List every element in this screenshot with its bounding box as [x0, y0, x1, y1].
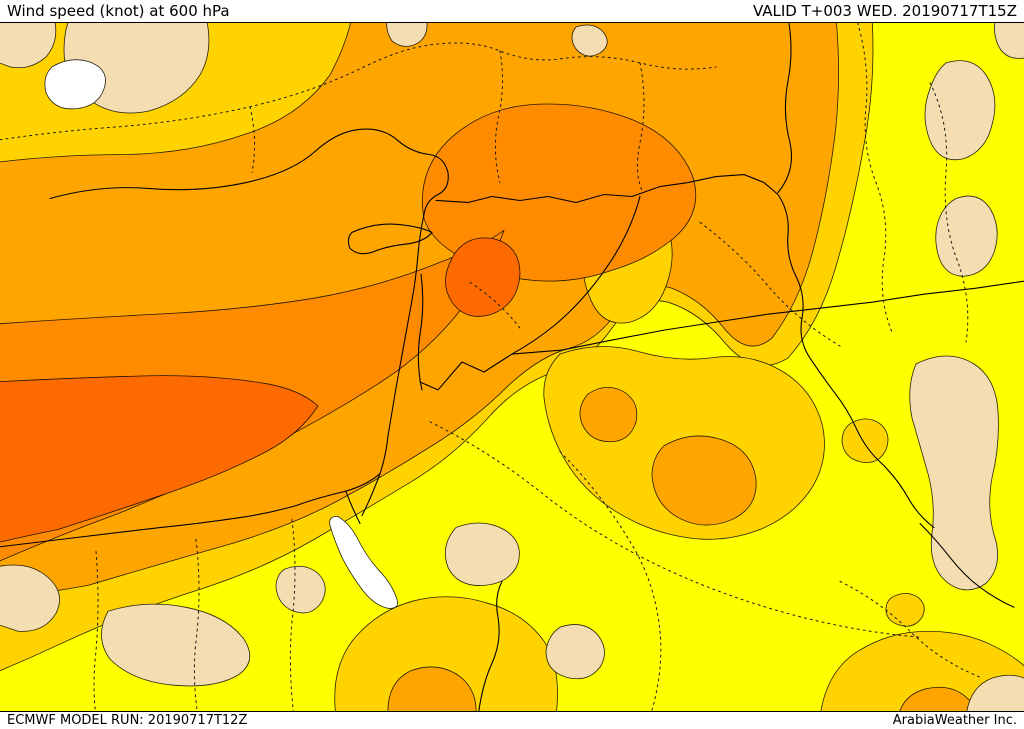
contour-deep-orange-blob	[445, 237, 521, 317]
dotted-syria-jordan	[469, 281, 521, 329]
contour-gold-spot-2	[885, 592, 925, 627]
country-borders	[0, 23, 1024, 711]
gulf-of-suez	[329, 516, 398, 609]
dotted-egypt	[93, 519, 296, 711]
coastline-persian-gulf	[919, 522, 1015, 608]
cream-centre-1	[444, 522, 520, 586]
cream-centre-2	[545, 624, 605, 680]
dotted-iran	[857, 23, 969, 343]
valid-time-label: VALID T+003 WED. 20190717T15Z	[752, 2, 1017, 20]
dotted-saudi	[429, 421, 921, 711]
contour-gold-spot-1	[841, 418, 889, 463]
coastline-mediterranean	[0, 128, 449, 548]
dotted-turkey	[0, 42, 717, 141]
cream-bottom-left-2	[101, 603, 251, 687]
contour-orange-blob-1	[651, 435, 757, 526]
cream-top-right-2	[935, 195, 998, 277]
border-iraq-saudi	[511, 280, 1024, 355]
page-title: Wind speed (knot) at 600 hPa	[7, 2, 230, 20]
border-iran-north	[777, 23, 793, 194]
border-jordan-saudi	[419, 353, 513, 391]
cream-top-left-corner	[0, 23, 57, 69]
dotted-iraq	[699, 221, 841, 347]
model-run-label: ECMWF MODEL RUN: 20190717T12Z	[7, 713, 248, 728]
wind-speed-contour-svg	[0, 23, 1024, 711]
river-nile	[478, 580, 503, 711]
border-syria-iraq	[511, 195, 641, 355]
water-bodies	[44, 59, 398, 609]
cream-bottom-right-corner	[966, 674, 1024, 711]
cream-top-centre-2	[571, 24, 608, 57]
dotted-turkey-verticals	[249, 50, 645, 192]
contour-gold-bottom-right	[820, 630, 1024, 711]
cream-top-centre-1	[386, 23, 428, 47]
map-footer: ECMWF MODEL RUN: 20190717T12Z ArabiaWeat…	[0, 712, 1024, 729]
cream-bottom-left-1	[0, 564, 60, 632]
weather-map	[0, 22, 1024, 712]
cream-right-strip	[909, 355, 999, 591]
cyprus-outline	[347, 223, 433, 255]
lake-anatolia	[44, 59, 106, 110]
dotted-borders	[0, 23, 981, 711]
contour-orange-bottom-centre	[387, 666, 477, 711]
cream-bottom-left-3	[275, 565, 326, 614]
contour-orange-blob-2	[579, 387, 638, 443]
cream-top-right-corner	[994, 23, 1024, 59]
cream-top-right-1	[924, 60, 996, 161]
border-sinai	[345, 473, 381, 525]
dotted-gulf	[839, 580, 981, 678]
contour-cream-patches	[0, 23, 1024, 711]
branding-label: ArabiaWeather Inc.	[892, 713, 1017, 728]
contour-deep-orange-core	[0, 375, 319, 543]
map-header: Wind speed (knot) at 600 hPa VALID T+003…	[0, 0, 1024, 22]
border-turkey-syria-iraq-iran	[435, 174, 935, 529]
border-jordan-river	[417, 273, 424, 391]
